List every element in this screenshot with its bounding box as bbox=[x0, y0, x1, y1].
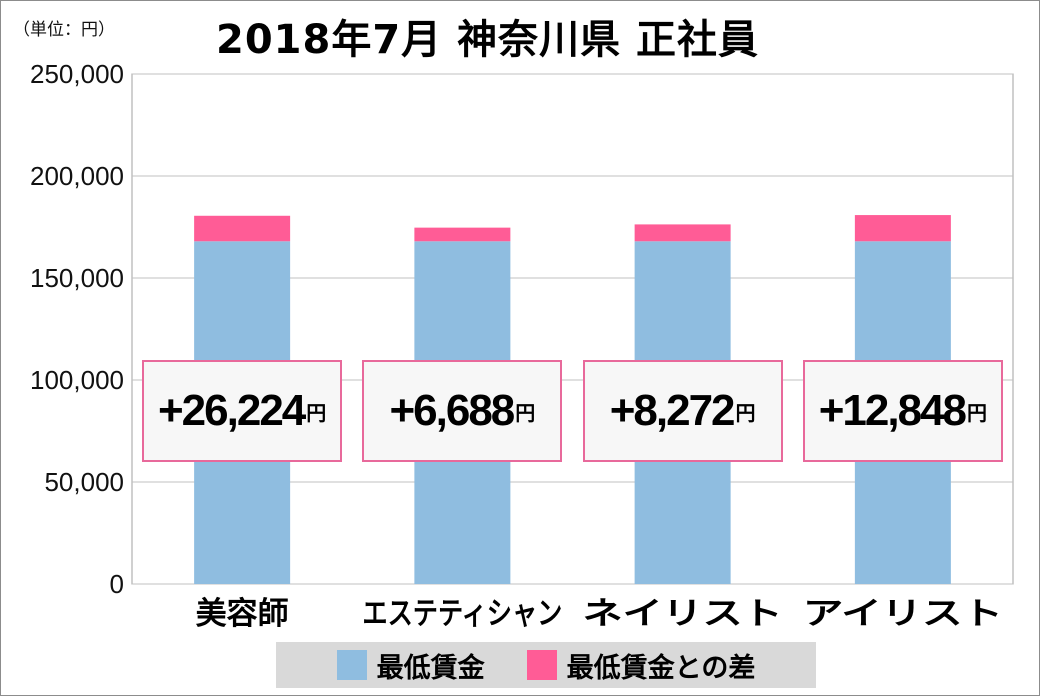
difference-value: +26,224 bbox=[157, 386, 306, 435]
y-tick-label: 0 bbox=[110, 569, 124, 599]
y-tick-label: 50,000 bbox=[44, 467, 124, 497]
bar-difference bbox=[414, 227, 511, 242]
y-tick-label: 250,000 bbox=[30, 59, 124, 89]
difference-value: +8,272 bbox=[609, 386, 736, 435]
bar-difference bbox=[634, 224, 731, 242]
difference-value: +12,848 bbox=[818, 386, 967, 435]
x-tick-label: 美容師 bbox=[196, 596, 289, 632]
difference-box: +6,688 円 bbox=[362, 360, 563, 462]
y-tick-label: 150,000 bbox=[30, 263, 124, 293]
legend-swatch-base bbox=[336, 650, 367, 680]
legend-item-diff: 最低賃金との差 bbox=[526, 646, 756, 685]
difference-unit: 円 bbox=[967, 400, 988, 425]
difference-box: +26,224 円 bbox=[142, 360, 343, 462]
bar-difference bbox=[854, 215, 951, 242]
x-tick-label: アイリスト bbox=[803, 596, 1003, 632]
legend-label-diff: 最低賃金との差 bbox=[566, 652, 756, 684]
difference-unit: 円 bbox=[735, 400, 756, 425]
bar-difference bbox=[194, 215, 291, 242]
legend-label-base: 最低賃金 bbox=[376, 652, 485, 684]
chart-title: 2018年7月 神奈川県 正社員 bbox=[216, 17, 760, 63]
difference-unit: 円 bbox=[515, 400, 536, 425]
y-tick-label: 200,000 bbox=[30, 161, 124, 191]
difference-box: +8,272 円 bbox=[582, 360, 783, 462]
y-tick-label: 100,000 bbox=[30, 365, 124, 395]
difference-box: +12,848 円 bbox=[802, 360, 1003, 462]
legend: 最低賃金 最低賃金との差 bbox=[276, 642, 816, 688]
unit-label: （単位：円） bbox=[13, 20, 115, 40]
x-tick-label: エステティシャン bbox=[362, 596, 562, 632]
difference-value: +6,688 bbox=[389, 386, 515, 435]
legend-swatch-diff bbox=[526, 650, 557, 680]
difference-unit: 円 bbox=[306, 400, 327, 425]
x-tick-label: ネイリスト bbox=[583, 596, 783, 632]
legend-item-base: 最低賃金 bbox=[336, 646, 485, 685]
